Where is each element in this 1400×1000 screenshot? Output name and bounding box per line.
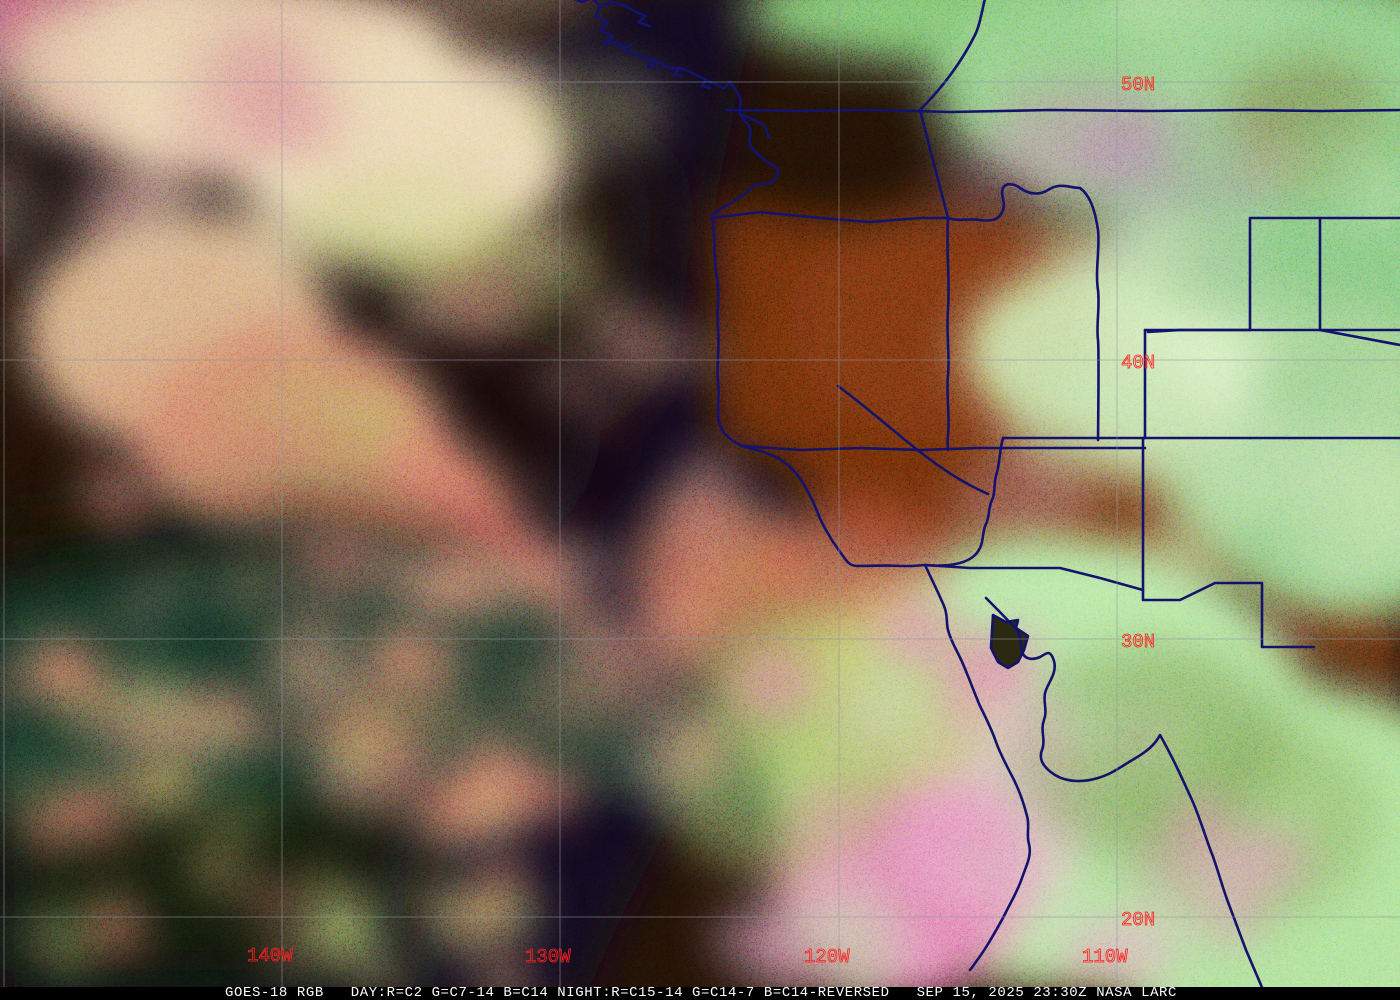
svg-text:40N: 40N [1121, 352, 1155, 374]
svg-text:130W: 130W [525, 946, 571, 968]
svg-text:20N: 20N [1121, 909, 1155, 931]
svg-text:30N: 30N [1121, 631, 1155, 653]
svg-text:120W: 120W [804, 946, 850, 968]
svg-text:110W: 110W [1082, 946, 1128, 968]
svg-text:140W: 140W [247, 945, 293, 967]
svg-text:50N: 50N [1121, 74, 1155, 96]
